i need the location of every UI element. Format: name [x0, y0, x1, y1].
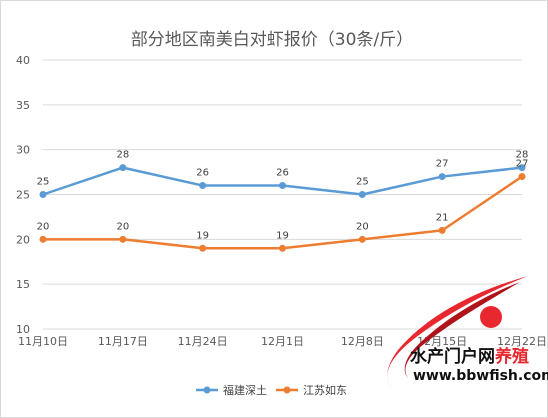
y-tick-label: 40	[16, 54, 30, 67]
data-point	[518, 164, 526, 172]
data-point	[199, 182, 207, 190]
svg-text:水产门户网养殖: 水产门户网养殖	[410, 346, 529, 367]
data-label: 19	[196, 230, 209, 241]
data-label: 27	[516, 159, 529, 170]
x-tick-label: 11月17日	[98, 335, 148, 348]
legend-label: 福建深土	[223, 383, 267, 397]
data-point	[199, 244, 207, 252]
data-point	[279, 182, 286, 190]
data-label: 27	[436, 159, 449, 170]
watermark-url: www.bbwfish.com	[413, 368, 548, 384]
watermark-logo: 水产门户网养殖 www.bbwfish.com	[387, 276, 548, 386]
x-tick-label: 12月22日	[497, 335, 547, 348]
y-tick-label: 15	[16, 278, 30, 291]
x-tick-label: 11月10日	[18, 335, 68, 348]
data-point	[438, 226, 446, 234]
data-label: 20	[37, 221, 50, 232]
legend: 福建深土 江苏如东	[196, 383, 347, 397]
data-point	[39, 235, 47, 243]
data-point	[358, 235, 366, 243]
data-label: 25	[37, 177, 50, 188]
y-tick-label: 10	[16, 323, 30, 336]
data-point	[279, 244, 286, 252]
x-tick-label: 11月24日	[178, 335, 228, 348]
legend-marker	[203, 386, 211, 394]
legend-marker	[283, 386, 291, 394]
x-axis-ticks: 11月10日 11月17日 11月24日 12月1日 12月8日 12月15日 12月22日	[18, 335, 547, 348]
y-tick-label: 20	[16, 233, 30, 246]
data-point	[39, 191, 47, 198]
data-point	[119, 164, 127, 172]
data-label: 28	[116, 150, 129, 161]
data-label: 21	[436, 212, 449, 223]
y-tick-label: 30	[16, 144, 30, 157]
data-point	[438, 173, 446, 181]
data-label: 26	[196, 168, 209, 179]
data-label: 20	[356, 221, 369, 232]
data-point	[358, 191, 366, 198]
y-tick-label: 35	[16, 99, 30, 112]
data-point	[518, 173, 526, 181]
data-label: 20	[116, 221, 129, 232]
x-tick-label: 12月1日	[261, 335, 304, 348]
x-tick-label: 12月8日	[341, 335, 384, 348]
chart-title: 部分地区南美白对虾报价（30条/斤）	[131, 30, 413, 50]
data-label: 26	[276, 168, 289, 179]
data-label: 28	[516, 150, 529, 161]
watermark-text-black: 水产门户网	[410, 346, 495, 367]
watermark-text-red: 养殖	[494, 346, 529, 367]
watermark-dot	[480, 306, 502, 328]
data-label: 25	[356, 177, 369, 188]
data-label: 19	[276, 230, 289, 241]
series-lines	[39, 164, 526, 252]
y-axis-ticks: 10 15 20 25 30 35 40	[16, 54, 30, 336]
legend-label: 江苏如东	[303, 383, 347, 397]
y-tick-label: 25	[16, 189, 30, 202]
data-point	[119, 235, 127, 243]
